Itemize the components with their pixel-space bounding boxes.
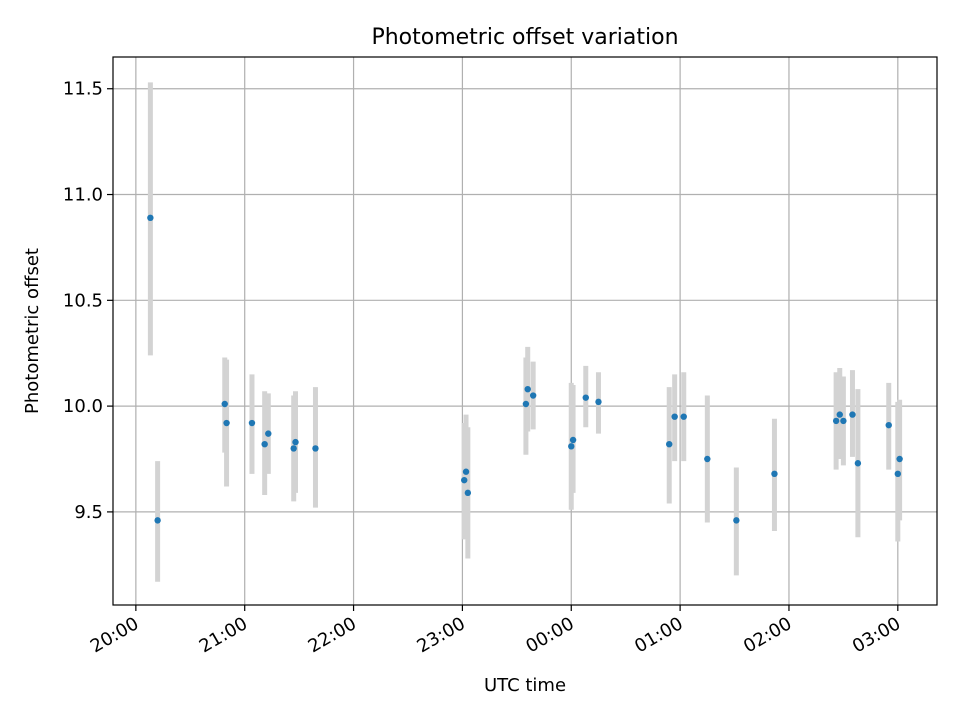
data-point bbox=[462, 468, 470, 475]
y-tick-label: 10.0 bbox=[63, 396, 103, 417]
y-axis-label: Photometric offset bbox=[22, 248, 43, 414]
data-point bbox=[265, 430, 272, 437]
data-point bbox=[290, 445, 297, 452]
y-tick-label: 11.0 bbox=[63, 185, 103, 206]
data-point bbox=[595, 398, 602, 406]
data-point bbox=[261, 440, 268, 448]
data-point bbox=[568, 443, 575, 450]
data-point bbox=[894, 470, 902, 478]
data-points bbox=[147, 214, 903, 524]
data-point bbox=[733, 517, 740, 524]
data-point bbox=[522, 400, 530, 408]
y-tick-label: 11.5 bbox=[63, 79, 103, 100]
data-point bbox=[154, 517, 161, 524]
data-point bbox=[771, 470, 778, 478]
data-point bbox=[680, 413, 687, 420]
data-point bbox=[223, 419, 230, 427]
data-point bbox=[840, 417, 847, 425]
data-point bbox=[529, 392, 537, 399]
data-point bbox=[671, 413, 678, 420]
y-tick-label: 9.5 bbox=[74, 502, 103, 523]
data-point bbox=[666, 440, 673, 448]
data-point bbox=[582, 394, 589, 401]
data-point bbox=[312, 445, 319, 452]
data-point bbox=[849, 411, 856, 418]
data-point bbox=[832, 417, 840, 425]
data-point bbox=[569, 436, 577, 444]
data-point bbox=[147, 214, 154, 222]
data-point bbox=[896, 455, 903, 463]
data-point bbox=[524, 385, 531, 393]
data-point bbox=[292, 438, 299, 446]
x-axis-label: UTC time bbox=[484, 675, 566, 696]
data-point bbox=[221, 400, 228, 408]
chart-title: Photometric offset variation bbox=[371, 25, 678, 50]
data-point bbox=[704, 455, 711, 463]
y-axis-ticks: 9.5 10.0 10.5 11.0 11.5 bbox=[63, 79, 113, 523]
grid-lines bbox=[113, 57, 937, 605]
plot-frame bbox=[112, 56, 938, 606]
y-tick-label: 10.5 bbox=[63, 290, 103, 311]
data-point bbox=[248, 419, 256, 427]
data-point bbox=[836, 411, 843, 418]
data-point bbox=[461, 476, 468, 484]
data-point bbox=[885, 421, 892, 429]
data-point bbox=[854, 460, 862, 467]
data-point bbox=[464, 489, 472, 497]
